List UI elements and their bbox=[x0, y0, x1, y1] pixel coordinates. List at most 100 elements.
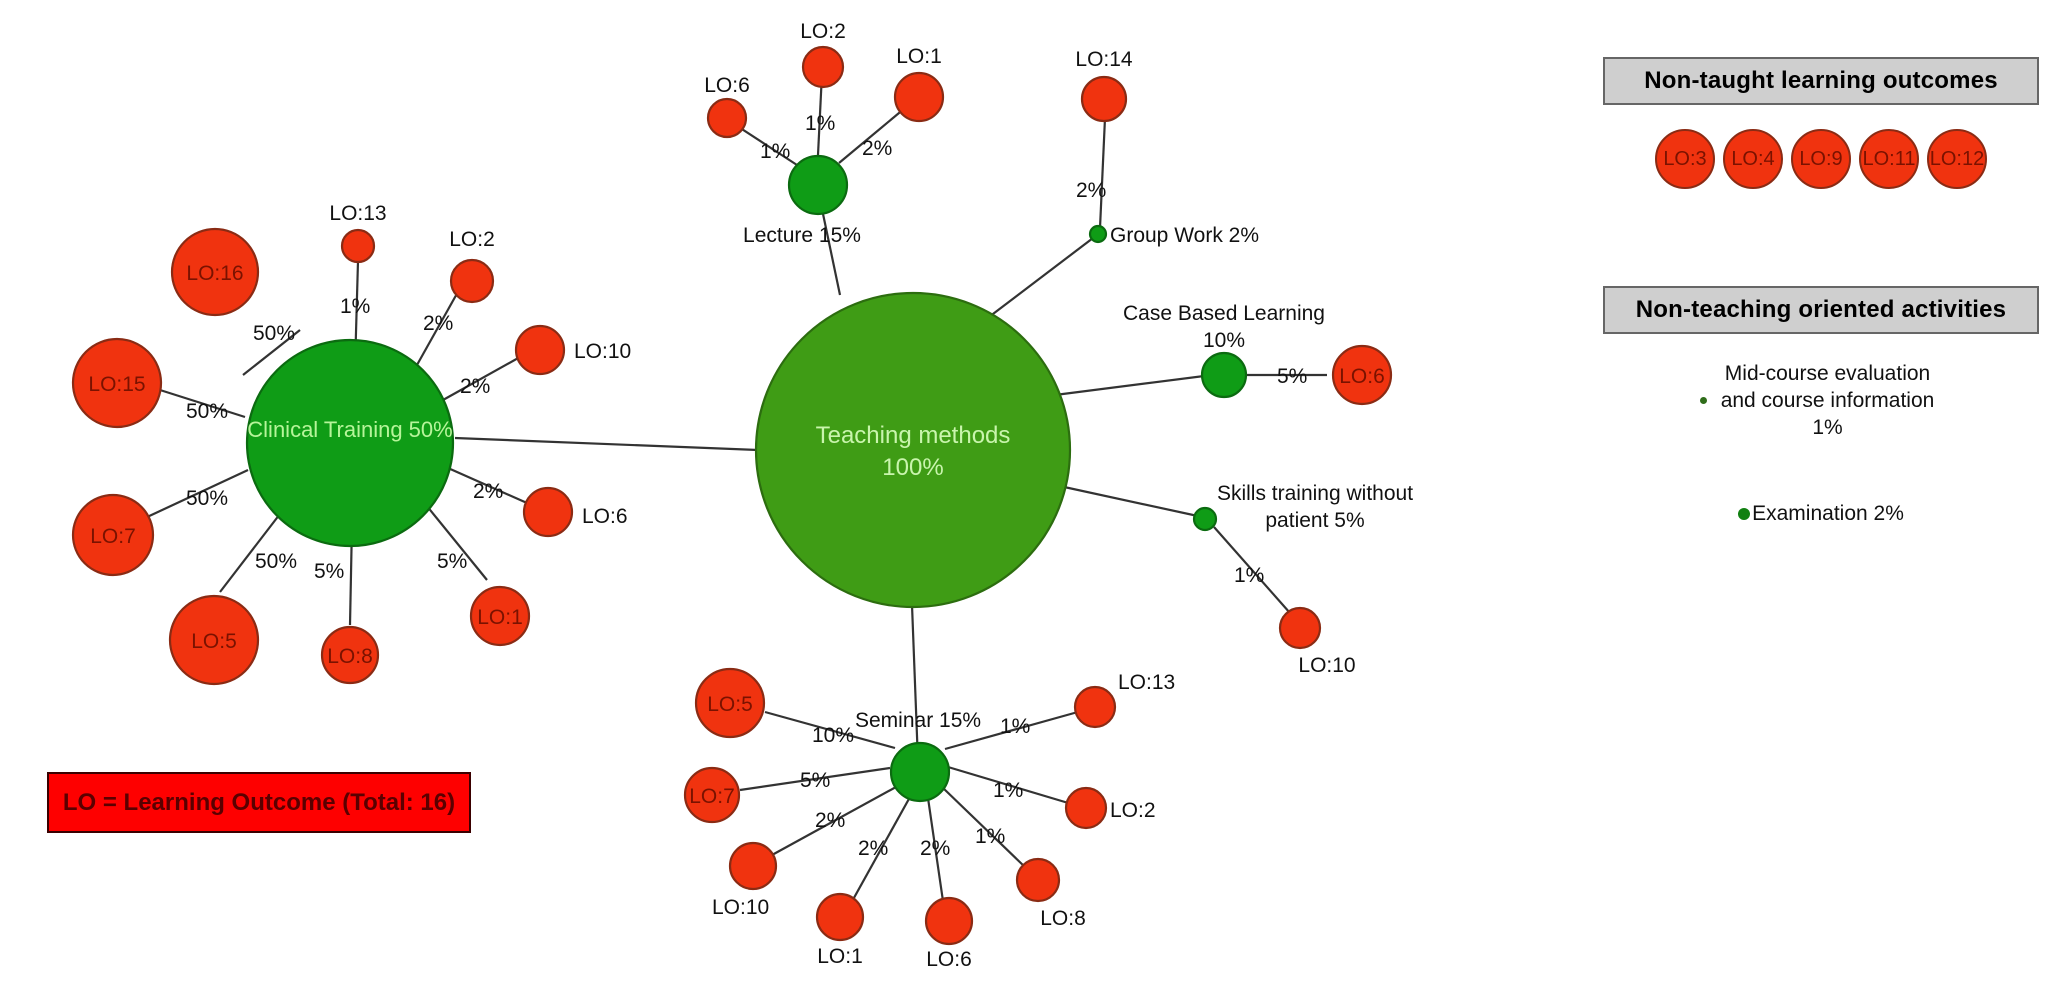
green-dot-icon bbox=[1738, 508, 1751, 520]
edge-label-sem-lo10: 2% bbox=[815, 809, 845, 832]
node-teaching-methods[interactable]: Teaching methods 100% bbox=[754, 291, 1072, 609]
edge-groupwork-lo14 bbox=[1098, 117, 1107, 229]
edges-group bbox=[144, 72, 1327, 909]
edge-center-casebased bbox=[1054, 373, 1213, 397]
edge-label-ct-lo10: 2% bbox=[460, 375, 490, 398]
edge-seminar-lo5 bbox=[764, 710, 896, 750]
edge-skills-lo10 bbox=[1213, 526, 1291, 614]
node-seminar-lo6[interactable] bbox=[924, 896, 974, 946]
green-dot-icon bbox=[1699, 397, 1707, 404]
seminar-lo1-label: LO:1 bbox=[817, 945, 863, 968]
node-groupwork-lo14[interactable] bbox=[1080, 75, 1128, 123]
node-case-based-learning[interactable] bbox=[1200, 351, 1248, 399]
edge-clinical-lo1 bbox=[421, 499, 488, 581]
edge-label-skl-lo10: 1% bbox=[1234, 564, 1264, 587]
edge-label-ct-lo8: 5% bbox=[314, 560, 344, 583]
edge-label-sem-lo2: 1% bbox=[993, 779, 1023, 802]
node-ct-lo6[interactable] bbox=[522, 486, 574, 538]
node-ct-lo1[interactable]: LO:1 bbox=[469, 585, 531, 647]
node-ct-lo5[interactable]: LO:5 bbox=[168, 594, 260, 686]
node-seminar-lo13[interactable] bbox=[1073, 685, 1117, 729]
lecture-label: Lecture 15% bbox=[743, 224, 861, 247]
seminar-label: Seminar 15% bbox=[855, 709, 981, 732]
edge-seminar-lo8 bbox=[941, 786, 1027, 869]
node-lecture-lo6[interactable] bbox=[706, 97, 748, 139]
non-taught-chip-5[interactable]: LO:12 bbox=[1927, 129, 1987, 189]
edge-label-lec-lo2: 1% bbox=[805, 112, 835, 135]
edge-seminar-lo7 bbox=[739, 766, 891, 792]
casebased-lo6-label: LO:6 bbox=[1339, 365, 1385, 388]
clinical-training-label: Clinical Training 50% bbox=[247, 417, 452, 442]
skills-label-line1: Skills training without bbox=[1217, 482, 1413, 505]
seminar-lo6-label: LO:6 bbox=[926, 948, 972, 971]
edge-label-sem-lo6: 2% bbox=[920, 837, 950, 860]
node-seminar-lo1[interactable] bbox=[815, 892, 865, 942]
node-lecture[interactable] bbox=[787, 154, 849, 216]
non-taught-chip-3[interactable]: LO:9 bbox=[1791, 129, 1851, 189]
node-seminar[interactable] bbox=[889, 741, 951, 803]
seminar-lo2-label: LO:2 bbox=[1110, 799, 1156, 822]
edge-label-cbl-lo6: 5% bbox=[1277, 365, 1307, 388]
edge-clinical-lo7 bbox=[144, 469, 249, 519]
edge-label-sem-lo1: 2% bbox=[858, 837, 888, 860]
edge-clinical-lo15 bbox=[159, 388, 246, 419]
edge-seminar-lo2 bbox=[947, 765, 1076, 807]
node-lecture-lo1[interactable] bbox=[893, 71, 945, 123]
node-skills-lo10[interactable] bbox=[1278, 606, 1322, 650]
edge-label-ct-lo15: 50% bbox=[186, 400, 228, 423]
node-ct-lo15[interactable]: LO:15 bbox=[71, 337, 163, 429]
non-taught-chip-4[interactable]: LO:11 bbox=[1859, 129, 1919, 189]
case-based-label: Case Based Learning bbox=[1123, 302, 1325, 325]
skills-lo10-label: LO:10 bbox=[1298, 654, 1355, 677]
ct-lo13-label: LO:13 bbox=[329, 202, 386, 225]
group-work-label: Group Work 2% bbox=[1110, 224, 1259, 247]
node-ct-lo2[interactable] bbox=[449, 258, 495, 304]
ct-lo1-label: LO:1 bbox=[477, 606, 523, 629]
node-ct-lo8[interactable]: LO:8 bbox=[320, 625, 380, 685]
edge-label-sem-lo8: 1% bbox=[975, 825, 1005, 848]
non-taught-chip-1[interactable]: LO:3 bbox=[1655, 129, 1715, 189]
node-ct-lo7[interactable]: LO:7 bbox=[71, 493, 155, 577]
node-clinical-training[interactable]: Clinical Training 50% bbox=[245, 338, 455, 548]
ct-lo6-label: LO:6 bbox=[582, 505, 628, 528]
ct-lo2-label: LO:2 bbox=[449, 228, 495, 251]
node-ct-lo16[interactable]: LO:16 bbox=[170, 227, 260, 317]
edge-label-lec-lo6: 1% bbox=[760, 140, 790, 163]
node-ct-lo10[interactable] bbox=[514, 324, 566, 376]
lecture-lo1-label: LO:1 bbox=[896, 45, 942, 68]
node-seminar-lo7[interactable]: LO:7 bbox=[683, 766, 741, 824]
edge-label-ct-lo5: 50% bbox=[255, 550, 297, 573]
edge-clinical-lo6 bbox=[447, 466, 528, 505]
node-seminar-lo8[interactable] bbox=[1015, 857, 1061, 903]
edge-label-gw-lo14: 2% bbox=[1076, 179, 1106, 202]
node-seminar-lo2[interactable] bbox=[1064, 786, 1108, 830]
edge-label-ct-lo2: 2% bbox=[423, 312, 453, 335]
skills-label-line2: patient 5% bbox=[1265, 509, 1364, 532]
edge-label-ct-lo7: 50% bbox=[186, 487, 228, 510]
non-taught-outcomes-header: Non-taught learning outcomes bbox=[1603, 57, 2039, 105]
node-ct-lo13[interactable] bbox=[340, 228, 376, 264]
edge-center-skills bbox=[1054, 483, 1208, 520]
edge-seminar-lo13 bbox=[944, 708, 1086, 751]
edge-label-lec-lo1: 2% bbox=[862, 137, 892, 160]
node-seminar-lo10[interactable] bbox=[728, 841, 778, 891]
edge-seminar-lo10 bbox=[771, 786, 897, 856]
groupwork-lo14-label: LO:14 bbox=[1075, 48, 1133, 71]
node-skills-training[interactable] bbox=[1192, 506, 1218, 532]
node-group-work[interactable] bbox=[1088, 224, 1108, 244]
node-seminar-lo5[interactable]: LO:5 bbox=[694, 667, 766, 739]
node-lecture-lo2[interactable] bbox=[801, 45, 845, 89]
activity-midcourse-evaluation: Mid-course evaluation and course informa… bbox=[1603, 360, 2039, 441]
seminar-lo8-label: LO:8 bbox=[1040, 907, 1086, 930]
ct-lo7-label: LO:7 bbox=[90, 525, 136, 548]
ct-lo8-label: LO:8 bbox=[327, 645, 373, 668]
non-taught-chip-2[interactable]: LO:4 bbox=[1723, 129, 1783, 189]
edge-label-sem-lo5: 10% bbox=[812, 724, 854, 747]
node-casebased-lo6[interactable]: LO:6 bbox=[1331, 344, 1393, 406]
case-based-pct-label: 10% bbox=[1203, 329, 1245, 352]
edge-center-seminar bbox=[910, 604, 920, 763]
activity-midcourse-label: Mid-course evaluation and course informa… bbox=[1720, 362, 1935, 439]
activity-examination: Examination 2% bbox=[1603, 502, 2039, 526]
